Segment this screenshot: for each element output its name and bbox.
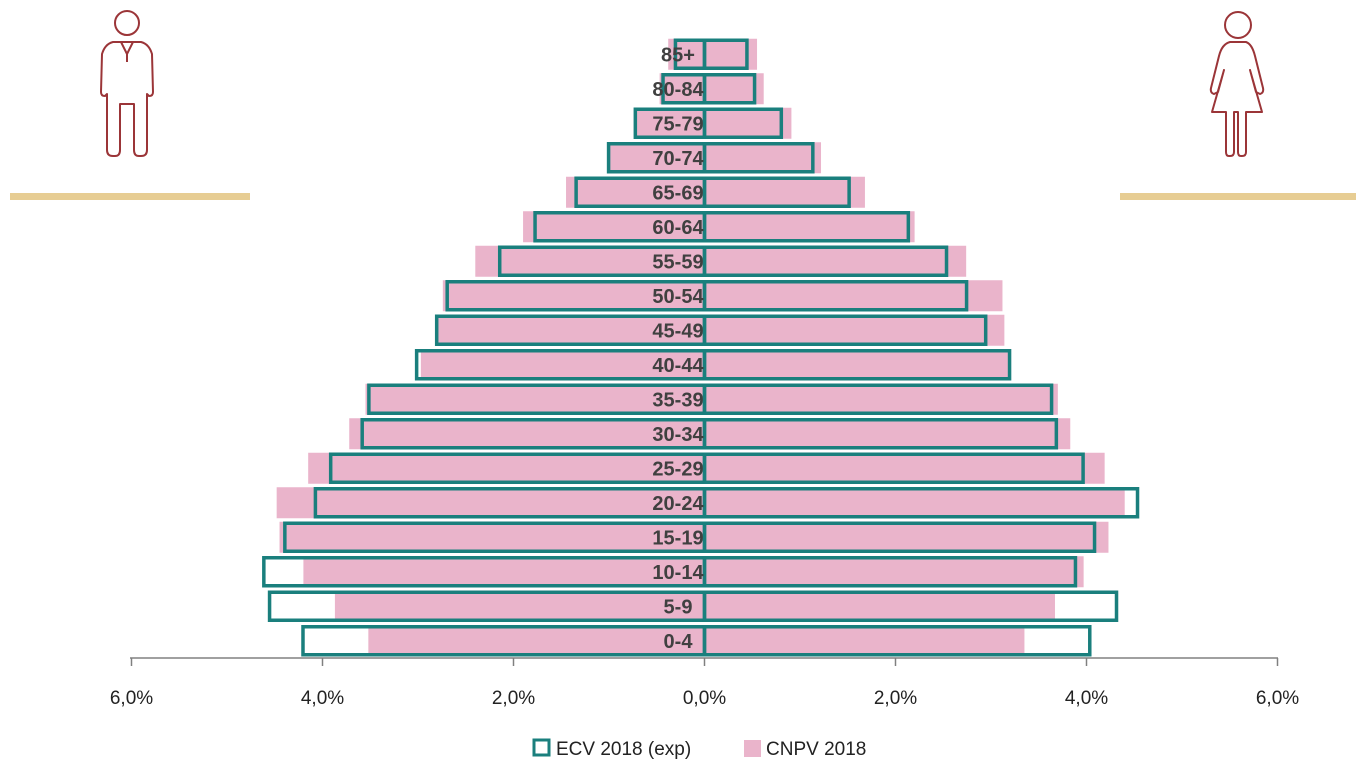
cnpv-bar-female-65-69	[704, 176, 865, 208]
cnpv-bar-male-30-34	[349, 418, 705, 450]
x-tick-label: 4,0%	[301, 688, 344, 709]
cnpv-bar-male-55-59	[475, 245, 705, 277]
cnpv-bar-female-40-44	[704, 349, 1012, 381]
cnpv-bar-female-70-74	[704, 142, 822, 174]
ecv-bar-female-50-54	[702, 280, 969, 312]
cnpv-bar-female-25-29	[704, 452, 1105, 484]
ecv-bar-female-30-34	[702, 418, 1059, 450]
ecv-bar-female-60-64	[702, 211, 911, 243]
age-label-65-69: 65-69	[652, 182, 703, 204]
legend-swatch-cnpv	[744, 740, 761, 757]
legend-swatch-ecv	[532, 738, 551, 757]
ecv-bar-female-75-79	[702, 107, 784, 139]
age-label-15-19: 15-19	[652, 527, 703, 549]
cnpv-bar-female-5-9	[704, 590, 1055, 622]
age-label-45-49: 45-49	[652, 320, 703, 342]
right-divider	[1120, 193, 1356, 200]
ecv-bar-female-40-44	[702, 349, 1012, 381]
cnpv-bar-female-75-79	[704, 107, 792, 139]
ecv-bar-female-5-9	[702, 590, 1119, 622]
cnpv-bar-male-10-14	[303, 556, 705, 588]
cnpv-bar-male-45-49	[437, 314, 705, 346]
age-label-5-9: 5-9	[664, 596, 693, 618]
cnpv-bar-female-20-24	[704, 487, 1125, 519]
x-tick-label: 0,0%	[683, 688, 726, 709]
legend-label-ecv: ECV 2018 (exp)	[556, 739, 691, 760]
cnpv-bar-male-40-44	[420, 349, 705, 381]
cnpv-bar-female-10-14	[704, 556, 1084, 588]
age-label-85+: 85+	[661, 44, 695, 66]
cnpv-bar-male-50-54	[442, 280, 705, 312]
age-label-20-24: 20-24	[652, 493, 704, 515]
age-label-55-59: 55-59	[652, 251, 703, 273]
legend: ECV 2018 (exp) CNPV 2018	[532, 738, 866, 760]
x-tick-label: 2,0%	[874, 688, 917, 709]
ecv-bar-female-25-29	[702, 452, 1085, 484]
cnpv-bar-female-60-64	[704, 211, 915, 243]
age-label-80-84: 80-84	[652, 79, 704, 101]
ecv-bar-female-80-84	[702, 73, 757, 105]
x-tick-label: 4,0%	[1065, 688, 1108, 709]
cnpv-bar-male-0-4	[368, 625, 705, 657]
bars-layer	[276, 38, 1125, 657]
cnpv-bar-male-15-19	[279, 521, 705, 553]
ecv-bar-female-35-39	[702, 383, 1054, 415]
outlines-layer	[262, 38, 1140, 657]
age-label-35-39: 35-39	[652, 389, 703, 411]
x-tick-label: 6,0%	[110, 688, 153, 709]
cnpv-bar-female-50-54	[704, 280, 1003, 312]
cnpv-bar-female-15-19	[704, 521, 1109, 553]
cnpv-bar-male-25-29	[308, 452, 705, 484]
cnpv-bar-female-85+	[704, 38, 758, 70]
age-label-10-14: 10-14	[652, 562, 704, 584]
age-label-70-74: 70-74	[652, 148, 704, 170]
cnpv-bar-male-65-69	[566, 176, 705, 208]
cnpv-bar-female-35-39	[704, 383, 1058, 415]
age-label-40-44: 40-44	[652, 355, 704, 377]
age-label-60-64: 60-64	[652, 217, 704, 239]
ecv-bar-female-65-69	[702, 176, 851, 208]
age-label-30-34: 30-34	[652, 424, 704, 446]
ecv-bar-female-70-74	[702, 142, 815, 174]
cnpv-bar-male-60-64	[523, 211, 705, 243]
ecv-bar-female-15-19	[702, 521, 1097, 553]
male-figure-icon	[100, 10, 154, 157]
cnpv-bar-male-20-24	[276, 487, 705, 519]
legend-label-cnpv: CNPV 2018	[766, 739, 866, 760]
cnpv-bar-female-0-4	[704, 625, 1025, 657]
cnpv-bar-female-55-59	[704, 245, 967, 277]
ecv-bar-female-10-14	[702, 556, 1078, 588]
ecv-bar-female-55-59	[702, 245, 949, 277]
ecv-bar-female-45-49	[702, 314, 988, 346]
ecv-bar-female-0-4	[702, 625, 1092, 657]
age-label-50-54: 50-54	[652, 286, 704, 308]
ecv-bar-female-85+	[702, 38, 749, 70]
cnpv-bar-male-80-84	[659, 73, 705, 105]
x-tick-label: 6,0%	[1256, 688, 1299, 709]
x-axis: 6,0% 4,0% 2,0% 0,0% 2,0% 4,0% 6,0%	[110, 657, 1299, 709]
cnpv-bar-male-5-9	[334, 590, 705, 622]
x-tick-label: 2,0%	[492, 688, 535, 709]
cnpv-bar-female-30-34	[704, 418, 1071, 450]
ecv-bar-female-20-24	[702, 487, 1140, 519]
cnpv-bar-male-70-74	[609, 142, 705, 174]
age-label-0-4: 0-4	[664, 631, 694, 653]
female-figure-icon	[1209, 11, 1265, 157]
age-label-25-29: 25-29	[652, 458, 703, 480]
cnpv-bar-male-75-79	[635, 107, 705, 139]
age-label-75-79: 75-79	[652, 113, 703, 135]
cnpv-bar-female-45-49	[704, 314, 1005, 346]
left-divider	[10, 193, 250, 200]
age-labels-layer: 0-4 5-9 10-14 15-19 20-24 25-29 30-34 35-39 40-4…	[652, 44, 704, 653]
cnpv-bar-male-35-39	[365, 383, 705, 415]
